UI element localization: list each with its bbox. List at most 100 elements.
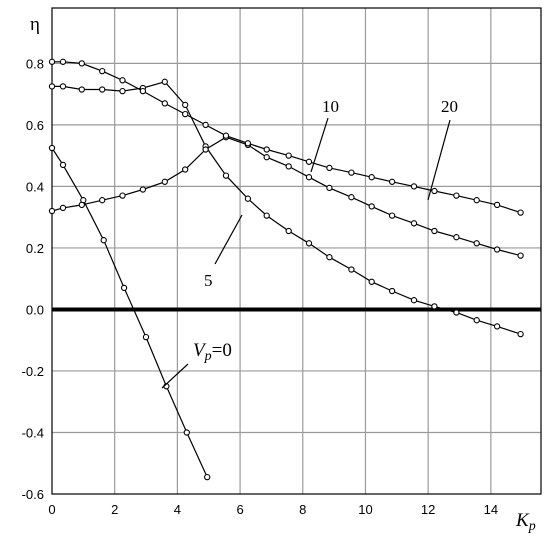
x-tick-label: 12 xyxy=(421,502,435,517)
x-tick-label: 2 xyxy=(111,502,118,517)
data-point xyxy=(348,266,355,273)
data-point xyxy=(59,83,67,90)
series-line-20 xyxy=(52,61,521,214)
data-point xyxy=(119,87,126,95)
data-point xyxy=(222,172,230,179)
data-point xyxy=(142,333,150,341)
data-point xyxy=(388,178,396,185)
data-point xyxy=(517,330,524,338)
data-point xyxy=(48,144,56,152)
data-point xyxy=(431,227,438,235)
y-tick-label: -0.4 xyxy=(22,425,44,440)
data-point xyxy=(493,201,501,209)
y-tick-label: -0.6 xyxy=(22,487,44,502)
leader-20 xyxy=(427,119,451,201)
data-point xyxy=(263,212,270,219)
data-point xyxy=(410,183,418,190)
y-tick-label: 0.6 xyxy=(26,118,44,133)
data-point xyxy=(59,58,67,65)
data-point xyxy=(473,317,480,324)
data-point xyxy=(368,174,375,181)
series-layer xyxy=(48,58,524,481)
data-point xyxy=(473,197,480,204)
data-point xyxy=(473,240,480,247)
data-point xyxy=(182,110,189,118)
data-point xyxy=(410,220,418,227)
data-point xyxy=(285,152,292,159)
annotation-v0: Vp=0 xyxy=(193,340,232,364)
x-tick-label: 6 xyxy=(236,502,243,517)
data-point xyxy=(244,195,252,202)
data-point xyxy=(183,429,190,436)
data-point xyxy=(517,209,524,216)
data-point xyxy=(222,132,230,139)
data-point xyxy=(139,87,147,95)
data-point xyxy=(78,201,85,209)
data-point xyxy=(388,287,396,295)
leader-10 xyxy=(310,117,329,173)
annotation-10: 10 xyxy=(322,97,339,116)
x-tick-label: 8 xyxy=(299,502,306,517)
data-point xyxy=(388,212,396,219)
annotation-20: 20 xyxy=(441,97,458,116)
data-point xyxy=(368,278,375,285)
data-point xyxy=(410,297,418,304)
series-line-5 xyxy=(52,81,521,335)
data-point xyxy=(78,60,85,67)
annotations: Vp=0 5 10 20 xyxy=(161,97,458,389)
series-line-10 xyxy=(51,136,521,257)
data-point xyxy=(99,86,106,93)
data-point xyxy=(182,166,189,173)
data-point xyxy=(48,207,56,215)
data-point xyxy=(204,473,211,481)
data-point xyxy=(99,67,106,75)
data-point xyxy=(263,146,270,153)
data-point xyxy=(368,203,375,210)
data-point xyxy=(100,237,107,244)
data-point xyxy=(182,101,189,109)
data-point xyxy=(161,100,168,107)
x-axis-label: Kp xyxy=(515,510,536,534)
y-axis-label: η xyxy=(30,14,40,35)
data-point xyxy=(244,140,252,147)
x-tick-label: 4 xyxy=(174,502,181,517)
data-point xyxy=(348,194,355,201)
ticks-layer: 0 2 4 6 8 10 12 14 -0.6 -0.4 -0.2 0.0 0.2 0.4 0.6 0.8 xyxy=(22,56,498,517)
y-tick-label: 0.0 xyxy=(26,302,44,317)
leader-5 xyxy=(214,214,243,265)
y-tick-label: 0.4 xyxy=(26,179,44,194)
data-point xyxy=(493,323,501,330)
data-point xyxy=(59,204,67,212)
data-point xyxy=(202,121,209,129)
data-point xyxy=(493,246,501,253)
data-point xyxy=(139,186,147,193)
x-tick-label: 0 xyxy=(48,502,55,517)
data-point xyxy=(305,158,313,165)
data-point xyxy=(120,284,128,292)
data-point xyxy=(453,192,460,199)
data-point xyxy=(326,254,333,261)
data-point xyxy=(161,78,168,85)
data-point xyxy=(263,154,270,161)
annotation-5: 5 xyxy=(204,271,213,290)
data-point xyxy=(285,163,292,170)
data-point xyxy=(59,161,67,169)
data-point xyxy=(326,164,333,172)
data-point xyxy=(78,86,85,93)
data-point xyxy=(161,178,168,185)
y-tick-label: -0.2 xyxy=(22,364,44,379)
data-point xyxy=(285,227,292,235)
data-point xyxy=(326,184,333,192)
data-point xyxy=(305,174,313,181)
data-point xyxy=(99,197,106,204)
data-point xyxy=(348,169,355,176)
data-point xyxy=(119,77,126,84)
data-point xyxy=(431,303,438,310)
data-point xyxy=(453,234,460,241)
data-point xyxy=(48,58,56,65)
data-point xyxy=(453,309,460,316)
series-5 xyxy=(48,78,524,338)
plot-frame xyxy=(51,7,542,495)
data-point xyxy=(202,146,209,153)
